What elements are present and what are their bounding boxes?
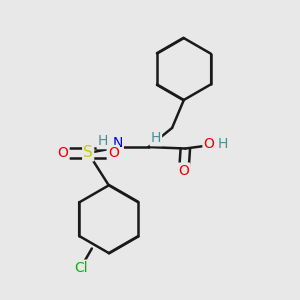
Text: N: N — [112, 136, 123, 150]
Text: H: H — [151, 131, 161, 145]
Text: S: S — [83, 146, 93, 160]
Text: Cl: Cl — [74, 261, 88, 274]
Text: O: O — [203, 137, 214, 151]
Text: H: H — [98, 134, 108, 148]
Text: O: O — [178, 164, 189, 178]
Text: H: H — [218, 137, 228, 151]
Text: O: O — [108, 146, 118, 160]
Text: O: O — [58, 146, 69, 160]
